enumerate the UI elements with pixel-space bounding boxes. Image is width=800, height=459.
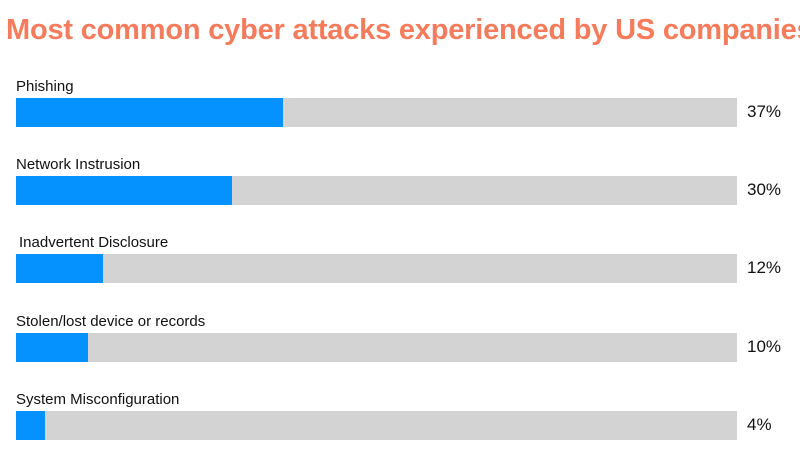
bar-fill xyxy=(16,176,233,205)
chart-title: Most common cyber attacks experienced by… xyxy=(6,14,800,46)
bar-label: Phishing xyxy=(16,78,74,95)
bar-row: Inadvertent Disclosure 12% xyxy=(0,234,800,294)
bar-value-label: 10% xyxy=(747,337,782,356)
bar-label: Stolen/lost device or records xyxy=(16,313,206,330)
bar-fill xyxy=(16,98,283,127)
bar-row: Network Instrusion 30% xyxy=(0,156,800,216)
bar-label: Network Instrusion xyxy=(16,156,141,173)
bar-fill xyxy=(16,333,89,362)
bar-track xyxy=(16,176,737,205)
bar-value-label: 37% xyxy=(747,102,782,121)
bar-track xyxy=(16,254,737,283)
bar-row: System Misconfiguration 4% xyxy=(0,391,800,451)
bar-label: System Misconfiguration xyxy=(16,391,180,408)
bar-value-label: 4% xyxy=(747,415,772,434)
bar-row: Phishing 37% xyxy=(0,78,800,138)
bar-value-label: 12% xyxy=(747,258,782,277)
bar-fill xyxy=(16,411,45,440)
bar-value-label: 30% xyxy=(747,180,782,199)
bar-fill xyxy=(16,254,103,283)
bar-label: Inadvertent Disclosure xyxy=(19,234,169,251)
bar-row: Stolen/lost device or records 10% xyxy=(0,313,800,373)
bar-track xyxy=(16,333,737,362)
bar-track xyxy=(16,98,737,127)
bar-track xyxy=(16,411,737,440)
